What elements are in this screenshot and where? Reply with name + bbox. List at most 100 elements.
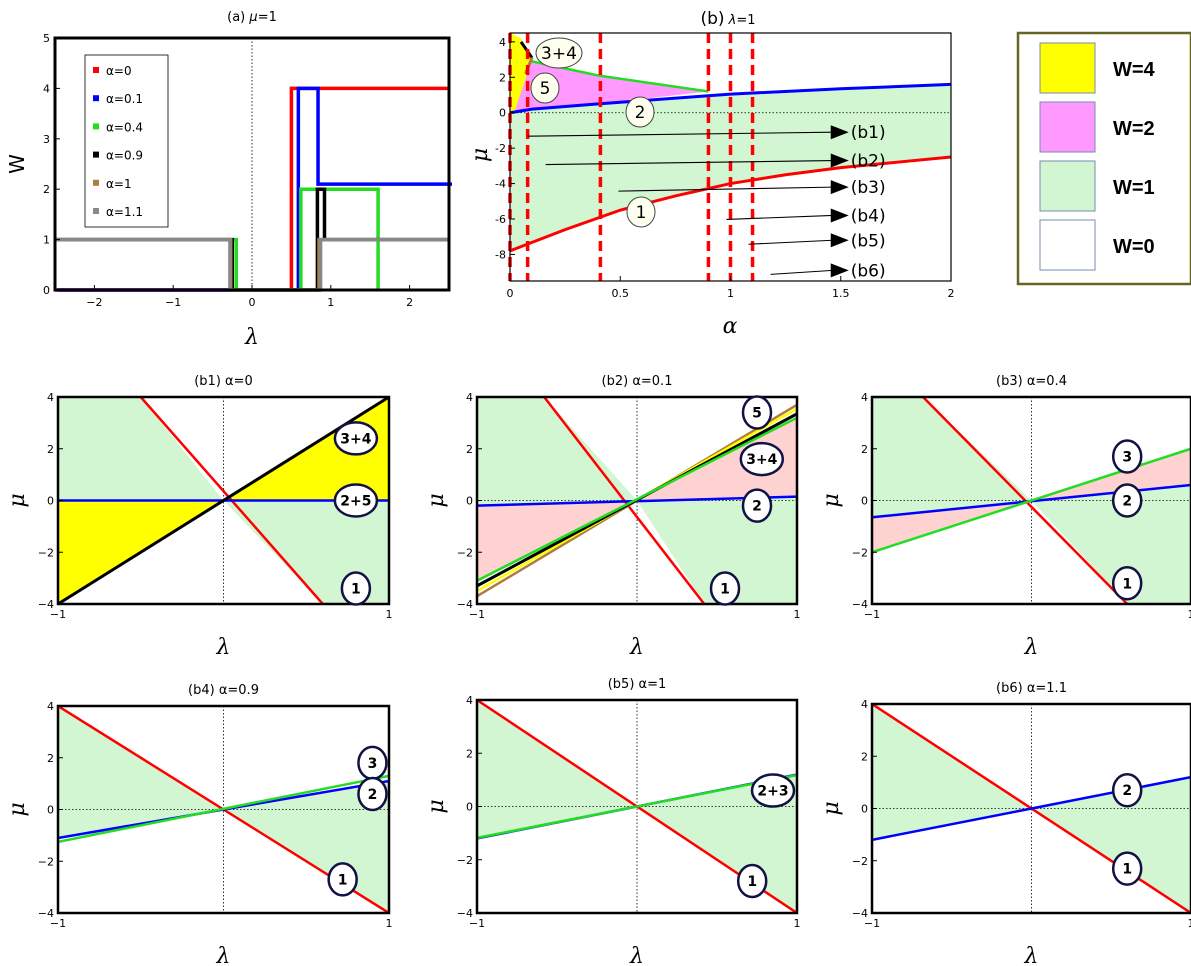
panel-a-series-5 [55,237,449,292]
subpanel-ytick: −4 [38,598,54,611]
subpanel-ytick: 0 [47,804,54,817]
arrow-5 [748,239,833,245]
arrow-label: (b3) [851,178,886,198]
panel-b-xtick: 1.5 [832,287,850,300]
subpanel-title: (b2) α=0.1 [602,374,673,389]
subpanel-ytick: 0 [861,495,868,508]
panel-b-ytick: 4 [499,36,506,49]
panel-b-ytick: -6 [495,213,506,226]
panel-b-title: (b) λ=1 [700,9,755,29]
subpanel-xlabel: λ [629,944,644,966]
subpanel-ytick: 4 [861,391,868,404]
panel-a-legend-box [84,54,169,228]
subpanel-xtick: 1 [794,608,801,621]
subpanel-ytick: 2 [466,443,473,456]
subpanel-b4: (b4) α=0.9 −1 1 4 2 0 −2 −4 λ μ 3 2 1 [5,683,393,966]
subpanel-label: 5 [752,406,762,422]
subpanel-ytick: 2 [466,747,473,760]
subpanel-ytick: 4 [861,698,868,711]
panel-a-ytick: 2 [43,183,50,196]
subpanel-b5: (b5) α=1 −1 1 4 2 0 −2 −4 λ μ 2+3 1 [424,677,801,966]
panel-a-ylabel: W [5,154,29,174]
arrow-label: (b5) [851,231,886,251]
subpanel-label: 3 [1122,450,1132,466]
arrow-4 [726,214,833,221]
subpanel-label: 1 [1122,576,1132,592]
subpanel-circle [709,571,741,606]
subpanel-ytick: −2 [457,546,473,559]
subpanel-label: 1 [720,581,730,597]
subpanel-ytick: 2 [47,752,54,765]
subpanel-circle [1111,439,1143,474]
legend-label: α=0.4 [106,120,143,134]
panel-a-ytick: 5 [43,32,50,45]
subpanel-xtick: −1 [50,608,66,621]
subpanel-line [477,416,797,582]
panel-a-ytick: 1 [43,234,50,247]
panel-b-xtick: 1 [727,287,734,300]
panel-a-ytick: 4 [43,82,50,95]
legend-swatch [93,123,99,130]
subpanel-title: (b5) α=1 [608,677,667,692]
subpanel-xlabel: λ [1024,944,1039,966]
subpanel-circle [1111,851,1143,886]
subpanel-circle [741,395,773,430]
arrow-2 [545,159,833,166]
subpanel-fill [872,704,1032,840]
subpanel-ytick: 4 [47,391,54,404]
subpanel-ytick: 4 [466,694,473,707]
w-legend-swatch [1039,101,1096,153]
legend-swatch [93,151,99,158]
subpanel-ytick: 0 [47,495,54,508]
panel-a-title: (a) μ=1 [227,10,277,25]
subpanel-ylabel: μ [424,493,449,507]
w-legend-label: W=4 [1113,59,1156,81]
region-w2 [514,59,709,112]
w-legend: W=4 W=2 W=1 W=0 [1016,31,1191,286]
w-legend-label: W=0 [1113,236,1155,258]
subpanel-xtick: 1 [386,608,393,621]
subpanel-title: (b4) α=0.9 [188,683,259,698]
subpanel-fill [58,706,224,838]
subpanel-xtick: 1 [386,917,393,930]
subpanel-ytick: −2 [457,854,473,867]
arrow-3 [618,186,833,192]
legend-label: α=1 [106,177,132,191]
subpanel-b3: (b3) α=0.4 −1 1 4 2 0 −2 −4 λ μ 3 2 1 [819,374,1191,660]
subpanel-xlabel: λ [1024,635,1039,660]
subpanels: (b1) α=0 −1 1 4 2 0 −2 −4 λ μ 3+4 2+5 1 (b2) α=0.1 −1 1… [5,374,1191,966]
subpanel-b2: (b2) α=0.1 −1 1 4 2 0 −2 −4 λ μ 5 3+4 2 1 [424,374,801,660]
subpanel-label: 2 [752,499,762,515]
subpanel-fill [1031,484,1191,604]
subpanel-circle [750,773,796,808]
panel-b-xtick: 0.5 [612,287,630,300]
panel-a-xtick: −1 [165,296,181,309]
subpanel-title: (b1) α=0 [194,374,253,389]
subpanel-ytick: −4 [457,598,473,611]
subpanel-circle [327,862,358,897]
subpanel-ytick: 0 [861,803,868,816]
subpanel-ytick: −4 [852,907,868,920]
subpanel-xtick: −1 [469,917,485,930]
panel-b-ytick: 2 [499,71,506,84]
legend-swatch [93,208,99,214]
panel-b-ytick: -4 [495,178,506,191]
subpanel-xtick: 1 [794,917,801,930]
subpanel-ytick: 2 [47,443,54,456]
subpanel-line [58,774,389,844]
subpanel-label: 3 [368,756,378,772]
panel-b-ytick: 0 [499,107,506,120]
legend-swatch [93,67,99,73]
legend-label: α=0 [106,64,132,78]
subpanel-fill [58,397,224,501]
legend-label: α=0.9 [106,149,143,163]
curve-blue [509,82,952,115]
subpanel-circle [340,571,372,606]
panel-b-xtick: 2 [948,287,955,300]
panel-a-xlabel: λ [244,325,259,350]
subpanel-circle [739,441,785,477]
subpanel-ytick: 2 [861,750,868,763]
subpanel-label: 1 [351,581,361,597]
subpanel-circle [736,863,768,899]
subpanel-label: 1 [747,874,757,890]
